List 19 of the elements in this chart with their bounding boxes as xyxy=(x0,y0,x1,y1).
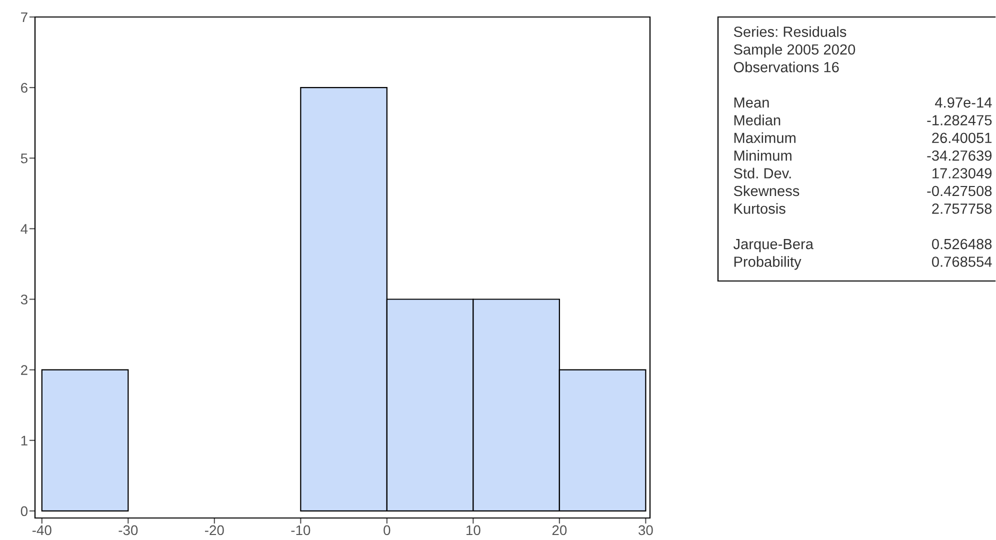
x-tick-label: -40 xyxy=(32,525,52,536)
y-tick-label: 2 xyxy=(21,365,28,375)
y-tick-label: 6 xyxy=(21,82,28,93)
y-tick-label: 0 xyxy=(20,506,28,516)
text: Jarque-Bera 0.526488 Probability 0.768554 xyxy=(733,238,992,270)
text: Series: Residuals Sample 2005 2020 Observations 16 xyxy=(734,26,856,72)
y-tick-label: 5 xyxy=(20,154,28,164)
text: Mean 4.97e-14 Median -1.282475 Maximum 26.40051 Minimum -34.27639 Std. Dev. 17.23049 Skewness -0.427508 Kurtosis 2.757758 xyxy=(734,97,992,214)
y-tick-label: 4 xyxy=(20,224,28,234)
x-tick-label: -30 xyxy=(118,525,138,536)
x-tick-label: 0 xyxy=(384,525,390,536)
x-tick-label: 30 xyxy=(638,525,653,536)
x-tick-label: 10 xyxy=(466,525,480,536)
x-tick-label: -10 xyxy=(291,525,310,536)
y-tick-label: 1 xyxy=(21,436,28,446)
y-tick-label: 3 xyxy=(20,294,28,304)
x-tick-label: 20 xyxy=(552,525,567,536)
y-tick-label: 7 xyxy=(21,12,28,22)
x-tick-label: -20 xyxy=(204,525,224,536)
